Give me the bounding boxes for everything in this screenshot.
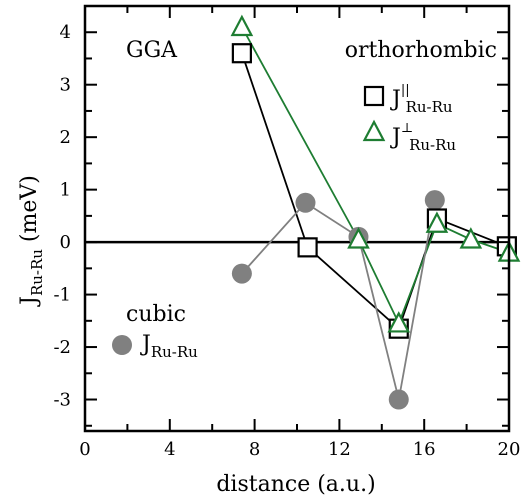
legend-j-cubic-sub: Ru-Ru	[151, 343, 198, 361]
x-axis-label: distance (a.u.)	[216, 472, 375, 497]
data-point-circle	[295, 192, 316, 213]
legend-j-cubic-main: J	[140, 332, 151, 357]
legend-entry-j-perpendicular: J⊥ Ru-Ru	[362, 119, 456, 154]
y-tick-label: -1	[53, 285, 71, 306]
data-point-square	[297, 237, 318, 258]
x-tick-label: 12	[328, 439, 351, 460]
legend-j-perp-sub: Ru-Ru	[409, 136, 456, 154]
legend-circle-marker	[112, 335, 132, 355]
data-point-triangle	[230, 14, 254, 37]
legend-entry-j-cubic: JRu-Ru	[112, 332, 198, 361]
legend-j-perp-main: J	[390, 125, 401, 150]
y-tick-label: 3	[60, 75, 71, 96]
data-point-square	[231, 43, 252, 64]
data-point-circle	[424, 190, 445, 211]
legend-label-j-parallel: J|| Ru-Ru	[390, 83, 453, 116]
data-point-triangle	[347, 227, 370, 249]
x-tick-label: 4	[164, 439, 175, 460]
legend-entry-j-parallel: J|| Ru-Ru	[363, 83, 453, 116]
y-tick-label: 0	[60, 232, 71, 253]
x-tick-label: 20	[498, 439, 521, 460]
annotation-structure-ortho: orthorhombic	[345, 38, 497, 63]
data-point-circle	[231, 263, 252, 284]
y-tick-label: -3	[53, 390, 71, 411]
legend-square-marker	[363, 85, 385, 107]
legend-triangle-marker	[362, 119, 386, 142]
legend-j-parallel-sup: ||	[401, 83, 410, 98]
x-tick-label: 16	[413, 439, 436, 460]
x-tick-label: 8	[249, 439, 260, 460]
data-point-triangle	[387, 311, 411, 333]
y-tick-label: 1	[60, 180, 71, 201]
legend-j-parallel-sub: Ru-Ru	[406, 98, 453, 116]
y-axis-label-main: J	[17, 296, 42, 307]
y-axis-label-sub: Ru-Ru	[28, 249, 46, 296]
legend-j-parallel-main: J	[390, 87, 401, 112]
series-line-triangle	[241, 26, 510, 326]
y-tick-label: -2	[53, 337, 71, 358]
legend-j-perp-sup: ⊥	[401, 121, 413, 136]
annotation-method: GGA	[126, 38, 178, 63]
series-line-circle	[241, 199, 436, 400]
series-layer	[230, 14, 521, 410]
y-tick-label: 4	[60, 22, 71, 43]
legend-label-j-perpendicular: J⊥ Ru-Ru	[390, 121, 456, 154]
y-axis-label: JRu-Ru (meV)	[17, 175, 46, 307]
data-point-circle	[388, 389, 409, 410]
y-axis-label-unit: (meV)	[17, 175, 42, 249]
annotation-structure-cubic: cubic	[126, 302, 186, 327]
y-tick-label: 2	[60, 127, 71, 148]
legend-label-j-cubic: JRu-Ru	[140, 332, 198, 361]
data-point-triangle	[425, 211, 449, 233]
x-tick-label: 0	[79, 439, 90, 460]
data-point-triangle	[459, 227, 483, 249]
